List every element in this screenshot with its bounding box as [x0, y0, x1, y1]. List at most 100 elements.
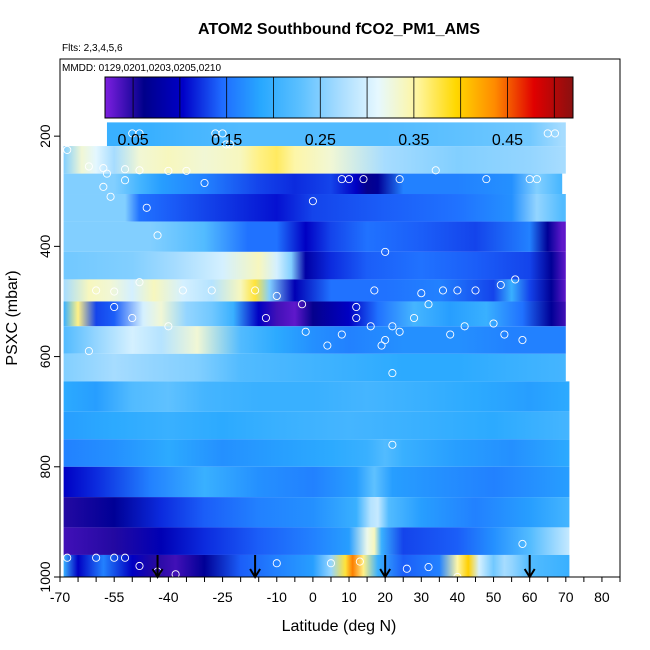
sample-point — [402, 564, 411, 573]
sample-point — [272, 559, 281, 568]
heatmap-layer — [106, 122, 566, 147]
dates-label: MMDD: 0129,0201,0203,0205,0210 — [62, 63, 221, 74]
heatmap-layer — [63, 497, 570, 528]
sample-point — [489, 319, 498, 328]
heatmap-layer — [63, 466, 570, 498]
sample-point — [388, 440, 397, 449]
x-tick-label: 70 — [558, 589, 574, 605]
x-axis-label: Latitude (deg N) — [282, 618, 397, 635]
sample-point — [359, 175, 368, 184]
colorbar-tick-label: 0.15 — [211, 132, 242, 149]
heatmap-layer — [63, 326, 566, 354]
sample-point — [135, 561, 144, 571]
sample-point — [153, 231, 162, 240]
sample-point — [410, 313, 419, 323]
sample-point — [438, 286, 448, 295]
sample-point — [63, 145, 72, 154]
y-tick-label: 600 — [37, 345, 53, 369]
y-axis-label: PSXC (mbar) — [4, 270, 21, 365]
sample-point — [178, 286, 187, 295]
colorbar-tick-label: 0.05 — [118, 132, 149, 149]
y-tick-label: 800 — [37, 455, 53, 479]
x-tick-label: -40 — [158, 589, 178, 605]
plot-frame — [59, 58, 621, 578]
colorbar-tick-label: 0.25 — [305, 132, 336, 149]
heatmap-layer — [63, 279, 566, 302]
sample-point — [518, 335, 527, 345]
sample-point — [471, 286, 480, 295]
x-tick-label: 10 — [341, 589, 357, 605]
sample-point — [388, 322, 397, 331]
sample-point — [84, 347, 93, 356]
sample-point — [532, 175, 541, 184]
sample-point — [102, 169, 112, 178]
sample-point — [355, 557, 364, 566]
sample-point — [92, 286, 101, 295]
sample-point — [417, 289, 426, 298]
sample-point — [352, 313, 361, 323]
sample-point — [182, 166, 191, 175]
sample-point — [395, 175, 404, 184]
x-tick-label: -70 — [50, 589, 70, 605]
x-tick-label: 0 — [309, 589, 317, 605]
x-tick-label: 50 — [486, 589, 502, 605]
sample-point — [370, 286, 379, 295]
colorbar-tick-label: 0.45 — [492, 132, 523, 149]
sample-point — [135, 278, 144, 287]
sample-point — [460, 322, 469, 331]
sample-point — [63, 553, 72, 562]
y-tick-label: 400 — [37, 234, 53, 258]
sample-point — [120, 553, 130, 562]
colorbar-tick-label: 0.35 — [398, 132, 429, 149]
y-tick-label: 200 — [37, 124, 53, 148]
x-tick-label: 60 — [522, 589, 538, 605]
sample-point — [135, 166, 144, 175]
sample-point — [344, 175, 354, 184]
sample-point — [211, 129, 220, 138]
sample-point — [301, 327, 310, 336]
sample-point — [424, 563, 433, 572]
chart-title: ATOM2 Southbound fCO2_PM1_AMS — [198, 21, 480, 38]
sample-point — [395, 327, 404, 336]
x-tick-label: -10 — [267, 589, 287, 605]
sample-point — [106, 192, 115, 201]
x-axis: -70 -55 -40 -25 -10 0 10 20 30 40 50 60 70 80 — [50, 577, 621, 605]
sample-point — [225, 140, 234, 149]
sample-point — [99, 182, 108, 191]
sample-point — [110, 553, 119, 562]
sample-point — [261, 313, 270, 323]
sample-point — [500, 330, 509, 339]
sample-point — [222, 140, 231, 149]
heatmap-layer — [63, 411, 570, 440]
heatmap-layer — [63, 353, 566, 382]
sample-point — [446, 330, 455, 339]
heatmap-layer — [63, 527, 570, 555]
x-tick-label: -55 — [104, 589, 124, 605]
sample-point — [482, 175, 491, 184]
sample-point — [326, 559, 336, 568]
sample-point — [323, 341, 332, 350]
heatmap-layer — [63, 439, 570, 467]
sample-point — [377, 341, 386, 350]
heatmap-layer — [63, 554, 570, 577]
sample-point — [164, 166, 173, 175]
sample-point — [381, 247, 390, 256]
heatmap-layer — [63, 381, 570, 412]
y-axis: 200 400 600 800 1000 — [37, 124, 60, 593]
sample-point — [128, 313, 137, 323]
x-tick-label: 30 — [414, 589, 430, 605]
heatmap-layer — [63, 221, 566, 252]
sample-point — [308, 197, 317, 206]
sample-point — [381, 335, 390, 345]
heatmap-layer — [63, 301, 566, 327]
sample-point — [84, 162, 93, 171]
sample-point — [120, 176, 130, 185]
colorbar-gradient — [104, 76, 574, 119]
sample-point — [388, 369, 397, 378]
heatmap-layer — [63, 173, 563, 195]
sample-point — [352, 302, 361, 312]
heatmap-layers — [63, 122, 570, 577]
sample-point — [251, 286, 260, 295]
x-tick-label: 20 — [377, 589, 393, 605]
